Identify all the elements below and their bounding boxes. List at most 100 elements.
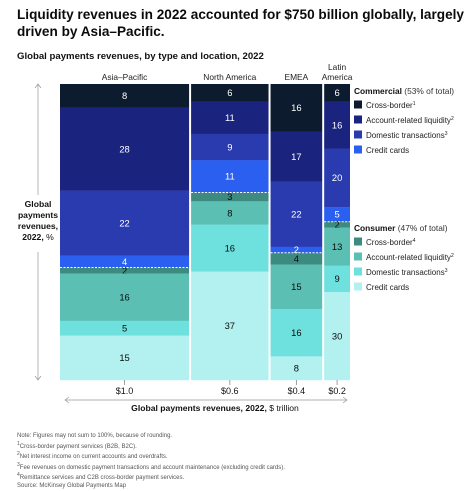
legend-label: Cross-border4 [366,238,416,247]
cell-value-label: 15 [291,281,301,292]
region-label: North America [203,72,256,82]
legend-group-title: Consumer (47% of total) [354,223,448,233]
cell-value-label: 5 [122,323,127,334]
footnotes: Note: Figures may not sum to 100%, becau… [17,433,457,491]
mekko-cell [324,207,350,222]
cell-value-label: 9 [227,141,232,152]
chart-title: Liquidity revenues in 2022 accounted for… [17,7,464,39]
cell-value-label: 4 [294,253,299,264]
x-tick-label: $1.0 [116,386,134,396]
legend-swatch [354,267,362,276]
cell-value-label: 4 [122,256,127,267]
legend-swatch [354,145,362,154]
mekko-cell [324,292,350,381]
mekko-cell [324,265,350,293]
cell-value-label: 16 [225,242,235,253]
cell-value-label: 37 [225,320,235,331]
x-tick-label: $0.6 [221,386,239,396]
mekko-cell [60,335,190,381]
mekko-cell [60,255,190,268]
cell-value-label: 16 [291,327,301,338]
cell-value-label: 5 [334,209,339,220]
legend-swatch [354,100,362,109]
mekko-cell [60,107,190,191]
x-axis-arrow-right [342,396,348,404]
cell-value-label: 13 [332,241,342,252]
cell-value-label: 30 [332,330,342,341]
cell-value-label: 8 [294,362,299,373]
cell-value-label: 22 [119,217,129,228]
cell-value-label: 6 [227,87,232,98]
y-axis-title-line: 2022, % [22,232,54,242]
x-axis-title: Global payments revenues, 2022, $ trilli… [131,403,299,413]
cell-value-label: 2 [334,219,339,230]
cell-value-label: 8 [227,207,232,218]
mekko-cell [191,133,269,161]
cell-value-label: 6 [334,87,339,98]
mekko-cell [324,84,350,102]
cell-value-label: 9 [334,273,339,284]
mekko-cell [270,252,323,265]
mekko-cell [191,84,269,102]
legend-swatch [354,237,362,246]
mekko-cell [324,227,350,266]
mekko-cell [270,181,323,247]
mekko-cell [60,273,190,321]
mekko-cell [191,201,269,225]
legend-label: Credit cards [366,146,409,155]
mekko-cell [191,192,269,202]
legend-swatch [354,130,362,139]
y-axis-arrow-bottom [34,375,42,381]
region-label: Latin [328,62,347,72]
cell-value-label: 11 [225,171,235,182]
legend-swatch [354,252,362,261]
cell-value-label: 3 [227,191,232,202]
footnote-line: Source: McKinsey Global Payments Map [17,482,127,489]
mekko-cell [191,271,269,381]
mekko-cell [191,160,269,193]
mekko-cell [60,84,190,108]
mekko-cell [60,190,190,256]
footnote-line: 3Fee revenues on domestic payment transa… [17,461,285,471]
region-label: America [322,72,353,82]
cell-value-label: 20 [332,172,342,183]
footnote-line: 1Cross-border payment services (B2B, B2C… [17,440,137,450]
region-label: EMEA [284,72,308,82]
cell-value-label: 2 [294,244,299,255]
mekko-cell [60,267,190,274]
mekko-chart: 828224216515Asia–Pacific$1.0611911381637… [18,62,454,413]
mekko-cell [324,221,350,228]
footnote-line: 2Net interest income on current accounts… [17,451,168,461]
x-tick-label: $0.4 [288,386,306,396]
legend-label: Domestic transactions3 [366,268,448,277]
cell-value-label: 15 [119,352,129,363]
mekko-cell [270,308,323,357]
legend-label: Account-related liquidity2 [366,116,454,125]
legend-swatch [354,282,362,291]
mekko-cell [270,264,323,310]
x-axis-arrow-left [64,396,70,404]
cell-value-label: 16 [119,291,129,302]
mekko-cell [191,224,269,272]
legend-label: Account-related liquidity2 [366,253,454,262]
cell-value-label: 16 [332,119,342,130]
legend-group-title: Commercial (53% of total) [354,86,454,96]
cell-value-label: 22 [291,209,301,220]
y-axis-title-line: payments [18,210,58,220]
mekko-cell [270,356,323,381]
mekko-cell [324,101,350,149]
legend-label: Domestic transactions3 [366,131,448,140]
legend-label: Credit cards [366,283,409,292]
region-label: Asia–Pacific [102,72,148,82]
x-tick-label: $0.2 [328,386,346,396]
mekko-cell [270,84,323,132]
mekko-cell [270,131,323,182]
chart-subtitle: Global payments revenues, by type and lo… [17,51,264,62]
cell-value-label: 17 [291,151,301,162]
cell-value-label: 16 [291,102,301,113]
cell-value-label: 11 [225,112,235,123]
mekko-cell [324,148,350,208]
legend-swatch [354,115,362,124]
footnote-line: 4Remittance services and C2B cross-borde… [17,472,185,482]
legend-label: Cross-border1 [366,101,416,110]
